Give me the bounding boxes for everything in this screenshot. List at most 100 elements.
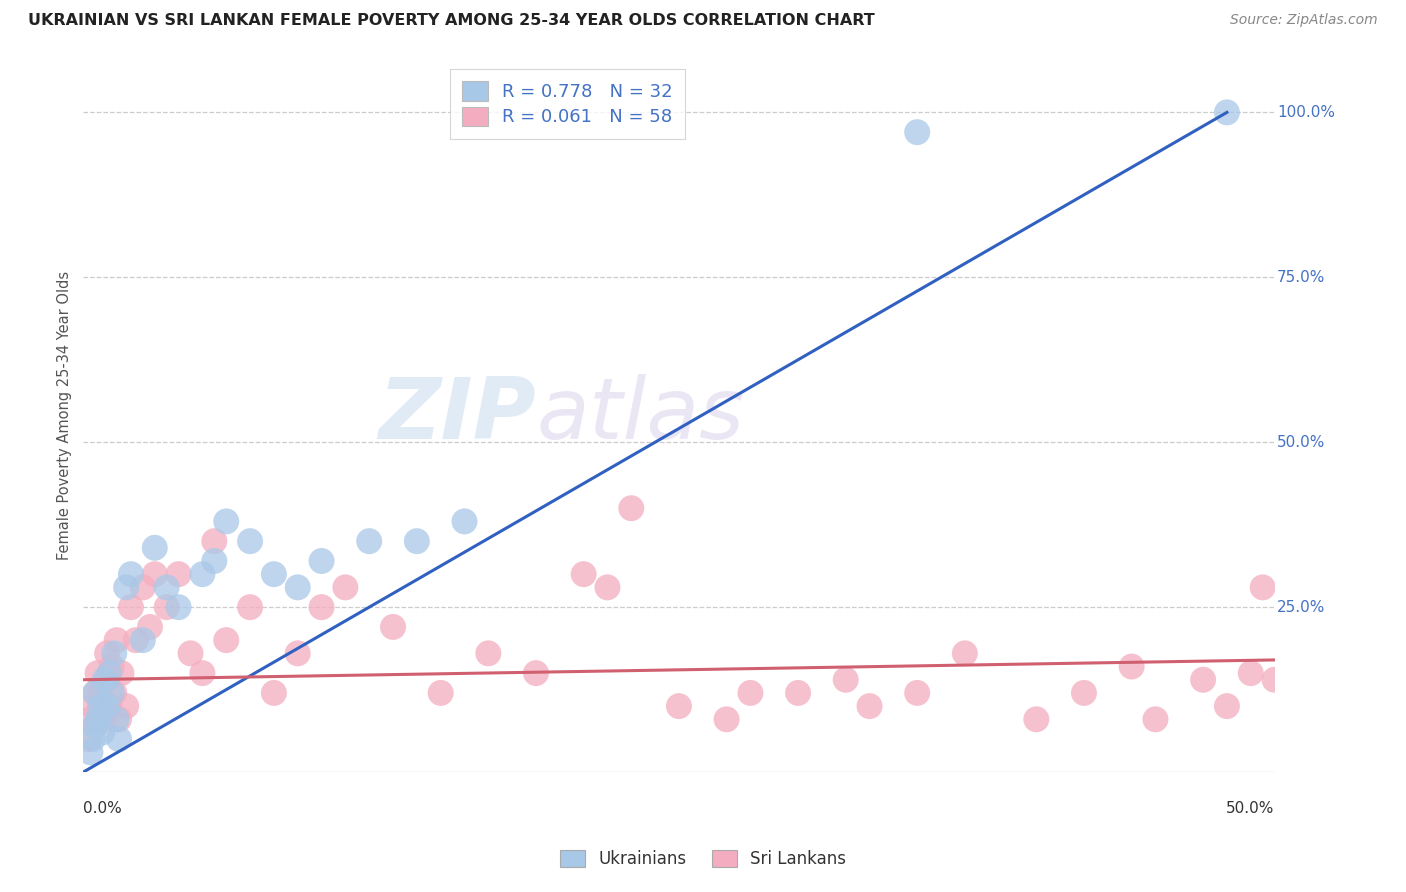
- Point: [84, 686, 107, 700]
- Y-axis label: Female Poverty Among 25-34 Year Olds: Female Poverty Among 25-34 Year Olds: [58, 271, 72, 560]
- Point: [96, 673, 118, 687]
- Point: [1025, 712, 1047, 726]
- Point: [103, 646, 125, 660]
- Point: [98, 699, 121, 714]
- Point: [1216, 105, 1239, 120]
- Point: [191, 567, 214, 582]
- Text: 75.0%: 75.0%: [1277, 269, 1326, 285]
- Point: [287, 580, 309, 594]
- Point: [335, 580, 357, 594]
- Text: ZIP: ZIP: [378, 375, 536, 458]
- Point: [1264, 673, 1286, 687]
- Point: [110, 666, 132, 681]
- Point: [359, 534, 381, 549]
- Point: [84, 719, 107, 733]
- Text: 50.0%: 50.0%: [1277, 434, 1326, 450]
- Point: [105, 633, 128, 648]
- Point: [1216, 699, 1239, 714]
- Point: [93, 673, 115, 687]
- Point: [86, 712, 108, 726]
- Point: [405, 534, 427, 549]
- Point: [1192, 673, 1215, 687]
- Point: [167, 567, 190, 582]
- Text: 100.0%: 100.0%: [1277, 105, 1334, 120]
- Point: [82, 732, 104, 747]
- Point: [382, 620, 405, 634]
- Point: [101, 659, 124, 673]
- Text: atlas: atlas: [536, 375, 744, 458]
- Point: [101, 686, 124, 700]
- Point: [179, 646, 201, 660]
- Point: [86, 666, 108, 681]
- Point: [120, 600, 142, 615]
- Point: [905, 125, 928, 139]
- Point: [77, 732, 100, 747]
- Point: [167, 600, 190, 615]
- Point: [453, 515, 475, 529]
- Point: [139, 620, 162, 634]
- Point: [740, 686, 762, 700]
- Point: [120, 567, 142, 582]
- Point: [115, 699, 138, 714]
- Point: [105, 712, 128, 726]
- Text: Source: ZipAtlas.com: Source: ZipAtlas.com: [1230, 13, 1378, 28]
- Point: [143, 541, 166, 555]
- Point: [93, 712, 115, 726]
- Point: [156, 580, 179, 594]
- Point: [215, 633, 238, 648]
- Point: [89, 699, 111, 714]
- Text: 25.0%: 25.0%: [1277, 599, 1326, 615]
- Point: [115, 580, 138, 594]
- Point: [858, 699, 880, 714]
- Point: [787, 686, 810, 700]
- Point: [1073, 686, 1095, 700]
- Point: [132, 580, 155, 594]
- Point: [82, 699, 104, 714]
- Legend: R = 0.778   N = 32, R = 0.061   N = 58: R = 0.778 N = 32, R = 0.061 N = 58: [450, 69, 685, 139]
- Point: [1144, 712, 1167, 726]
- Text: 50.0%: 50.0%: [1226, 801, 1275, 815]
- Point: [202, 534, 225, 549]
- Point: [905, 686, 928, 700]
- Point: [96, 699, 118, 714]
- Point: [953, 646, 976, 660]
- Point: [263, 686, 285, 700]
- Point: [1251, 580, 1274, 594]
- Point: [98, 666, 121, 681]
- Point: [1121, 659, 1143, 673]
- Point: [96, 646, 118, 660]
- Point: [263, 567, 285, 582]
- Point: [191, 666, 214, 681]
- Point: [143, 567, 166, 582]
- Text: UKRAINIAN VS SRI LANKAN FEMALE POVERTY AMONG 25-34 YEAR OLDS CORRELATION CHART: UKRAINIAN VS SRI LANKAN FEMALE POVERTY A…: [28, 13, 875, 29]
- Point: [668, 699, 690, 714]
- Point: [91, 699, 114, 714]
- Point: [125, 633, 148, 648]
- Point: [156, 600, 179, 615]
- Point: [239, 534, 262, 549]
- Point: [524, 666, 547, 681]
- Text: 0.0%: 0.0%: [83, 801, 122, 815]
- Point: [287, 646, 309, 660]
- Point: [716, 712, 738, 726]
- Point: [835, 673, 858, 687]
- Point: [103, 686, 125, 700]
- Point: [596, 580, 619, 594]
- Point: [89, 686, 111, 700]
- Point: [84, 686, 107, 700]
- Point: [429, 686, 451, 700]
- Point: [572, 567, 595, 582]
- Point: [108, 712, 131, 726]
- Point: [477, 646, 499, 660]
- Point: [84, 719, 107, 733]
- Point: [79, 745, 101, 759]
- Point: [215, 515, 238, 529]
- Legend: Ukrainians, Sri Lankans: Ukrainians, Sri Lankans: [554, 843, 852, 875]
- Point: [91, 725, 114, 739]
- Point: [79, 712, 101, 726]
- Point: [620, 501, 643, 516]
- Point: [311, 600, 333, 615]
- Point: [311, 554, 333, 568]
- Point: [1240, 666, 1263, 681]
- Point: [132, 633, 155, 648]
